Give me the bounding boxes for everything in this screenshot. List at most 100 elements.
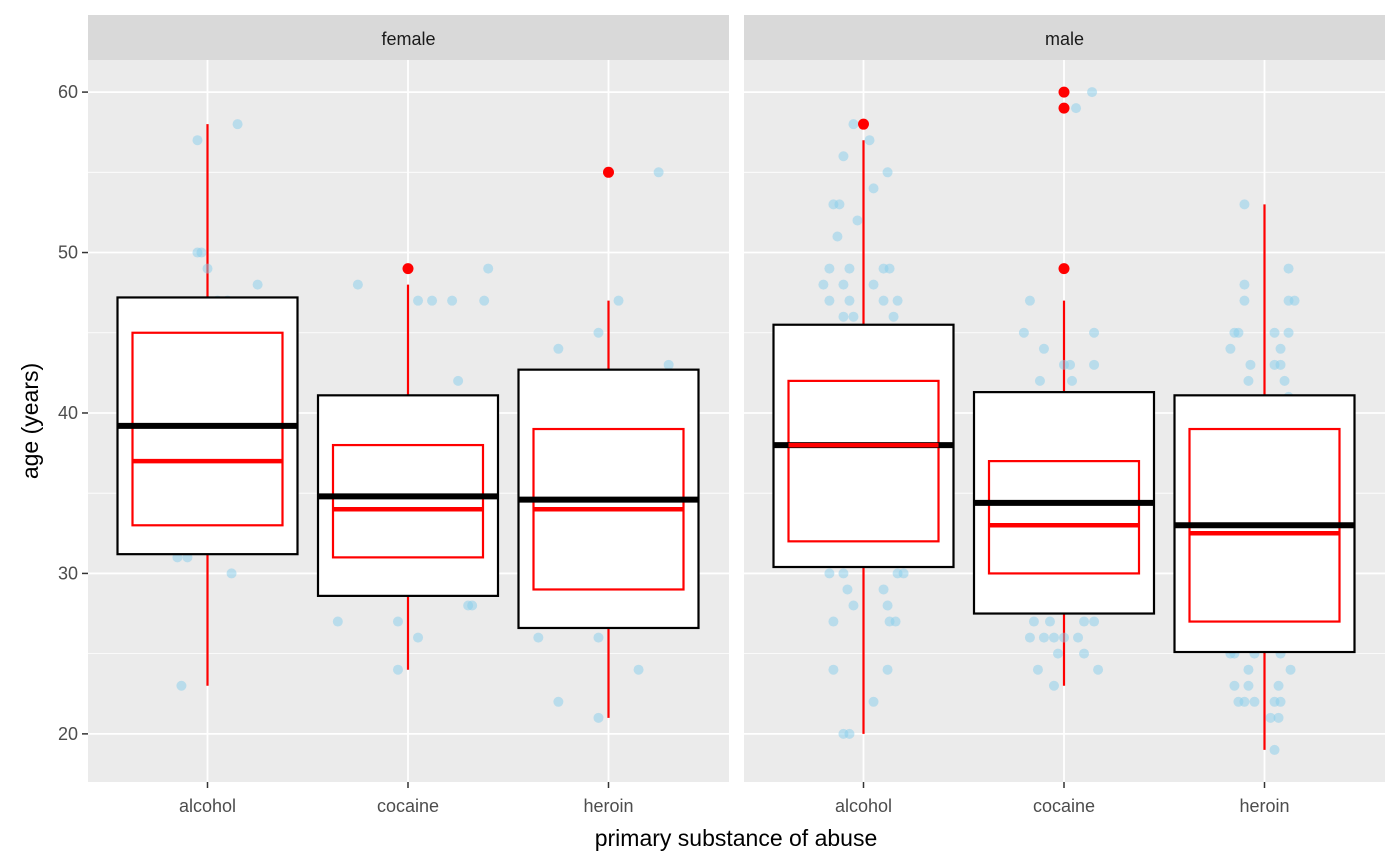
data-point	[413, 632, 424, 643]
data-point	[196, 247, 207, 258]
data-point	[892, 295, 903, 306]
data-point	[232, 119, 243, 130]
data-point	[1289, 295, 1300, 306]
data-point	[1079, 616, 1090, 627]
data-point	[844, 728, 855, 739]
data-point	[593, 712, 604, 723]
data-point	[884, 263, 895, 274]
panels-layer: female male	[88, 15, 1385, 782]
data-point	[1243, 680, 1254, 691]
data-point	[848, 311, 859, 322]
data-point	[533, 632, 544, 643]
x-tick-label: cocaine	[1033, 796, 1095, 816]
data-point	[868, 696, 879, 707]
data-point	[888, 311, 899, 322]
y-axis: 20 30 40 50 60	[58, 82, 88, 744]
data-point	[1048, 680, 1059, 691]
outlier-point	[1058, 86, 1070, 98]
data-point	[1275, 696, 1286, 707]
data-point	[1034, 375, 1045, 386]
data-point	[1273, 680, 1284, 691]
data-point	[176, 680, 187, 691]
data-point	[1032, 664, 1043, 675]
data-point	[818, 279, 829, 290]
x-tick-label: heroin	[1239, 796, 1289, 816]
data-point	[1275, 343, 1286, 354]
data-point	[828, 664, 839, 675]
data-point	[848, 119, 859, 130]
data-point	[1071, 103, 1082, 114]
facet-strip-label: female	[381, 29, 435, 49]
data-point	[1038, 343, 1049, 354]
data-point	[1275, 359, 1286, 370]
facet-panel-male: male	[744, 15, 1385, 782]
data-point	[824, 568, 835, 579]
data-point	[1024, 632, 1035, 643]
data-point	[828, 616, 839, 627]
data-point	[593, 632, 604, 643]
data-point	[553, 343, 564, 354]
facet-strip	[88, 15, 729, 60]
data-point	[834, 199, 845, 210]
data-point	[838, 279, 849, 290]
box-group-alcohol	[772, 118, 955, 739]
data-point	[882, 664, 893, 675]
data-point	[1065, 359, 1076, 370]
data-point	[1243, 664, 1254, 675]
data-point	[332, 616, 343, 627]
data-point	[663, 359, 674, 370]
data-point	[1018, 327, 1029, 338]
facet-strip	[744, 15, 1385, 60]
data-point	[1067, 375, 1078, 386]
outlier-point	[858, 118, 869, 130]
data-point	[1093, 664, 1104, 675]
data-point	[1087, 87, 1098, 98]
data-point	[824, 295, 835, 306]
data-point	[427, 295, 438, 306]
data-point	[1239, 696, 1250, 707]
data-point	[352, 279, 363, 290]
data-point	[1048, 632, 1059, 643]
data-point	[868, 279, 879, 290]
iqr-box	[787, 379, 940, 543]
data-point	[1089, 359, 1100, 370]
data-point	[1089, 616, 1100, 627]
data-point	[593, 327, 604, 338]
data-point	[1283, 263, 1294, 274]
data-point	[553, 696, 564, 707]
data-point	[1273, 712, 1284, 723]
data-point	[1079, 648, 1090, 659]
data-point	[898, 568, 909, 579]
data-point	[1059, 632, 1069, 643]
box-group-heroin	[517, 166, 700, 723]
data-point	[852, 215, 863, 226]
data-point	[1269, 744, 1280, 755]
data-point	[1038, 632, 1049, 643]
data-point	[1024, 295, 1035, 306]
y-tick-label: 30	[58, 563, 78, 583]
outlier-point	[402, 263, 414, 275]
data-point	[848, 600, 859, 611]
data-point	[844, 263, 855, 274]
data-point	[842, 584, 853, 595]
data-point	[1269, 327, 1280, 338]
data-point	[838, 311, 849, 322]
data-point	[1052, 648, 1063, 659]
data-point	[878, 584, 889, 595]
iqr-box	[131, 331, 284, 527]
x-tick-label: cocaine	[377, 796, 439, 816]
data-point	[202, 263, 213, 274]
data-point	[483, 263, 494, 274]
data-point	[824, 263, 835, 274]
data-point	[1285, 664, 1296, 675]
data-point	[467, 600, 478, 611]
data-point	[252, 279, 263, 290]
data-point	[192, 135, 203, 146]
data-point	[882, 600, 893, 611]
facet-strip-label: male	[1045, 29, 1084, 49]
data-point	[838, 151, 849, 162]
data-point	[882, 167, 893, 178]
data-point	[1229, 680, 1240, 691]
data-point	[613, 295, 624, 306]
